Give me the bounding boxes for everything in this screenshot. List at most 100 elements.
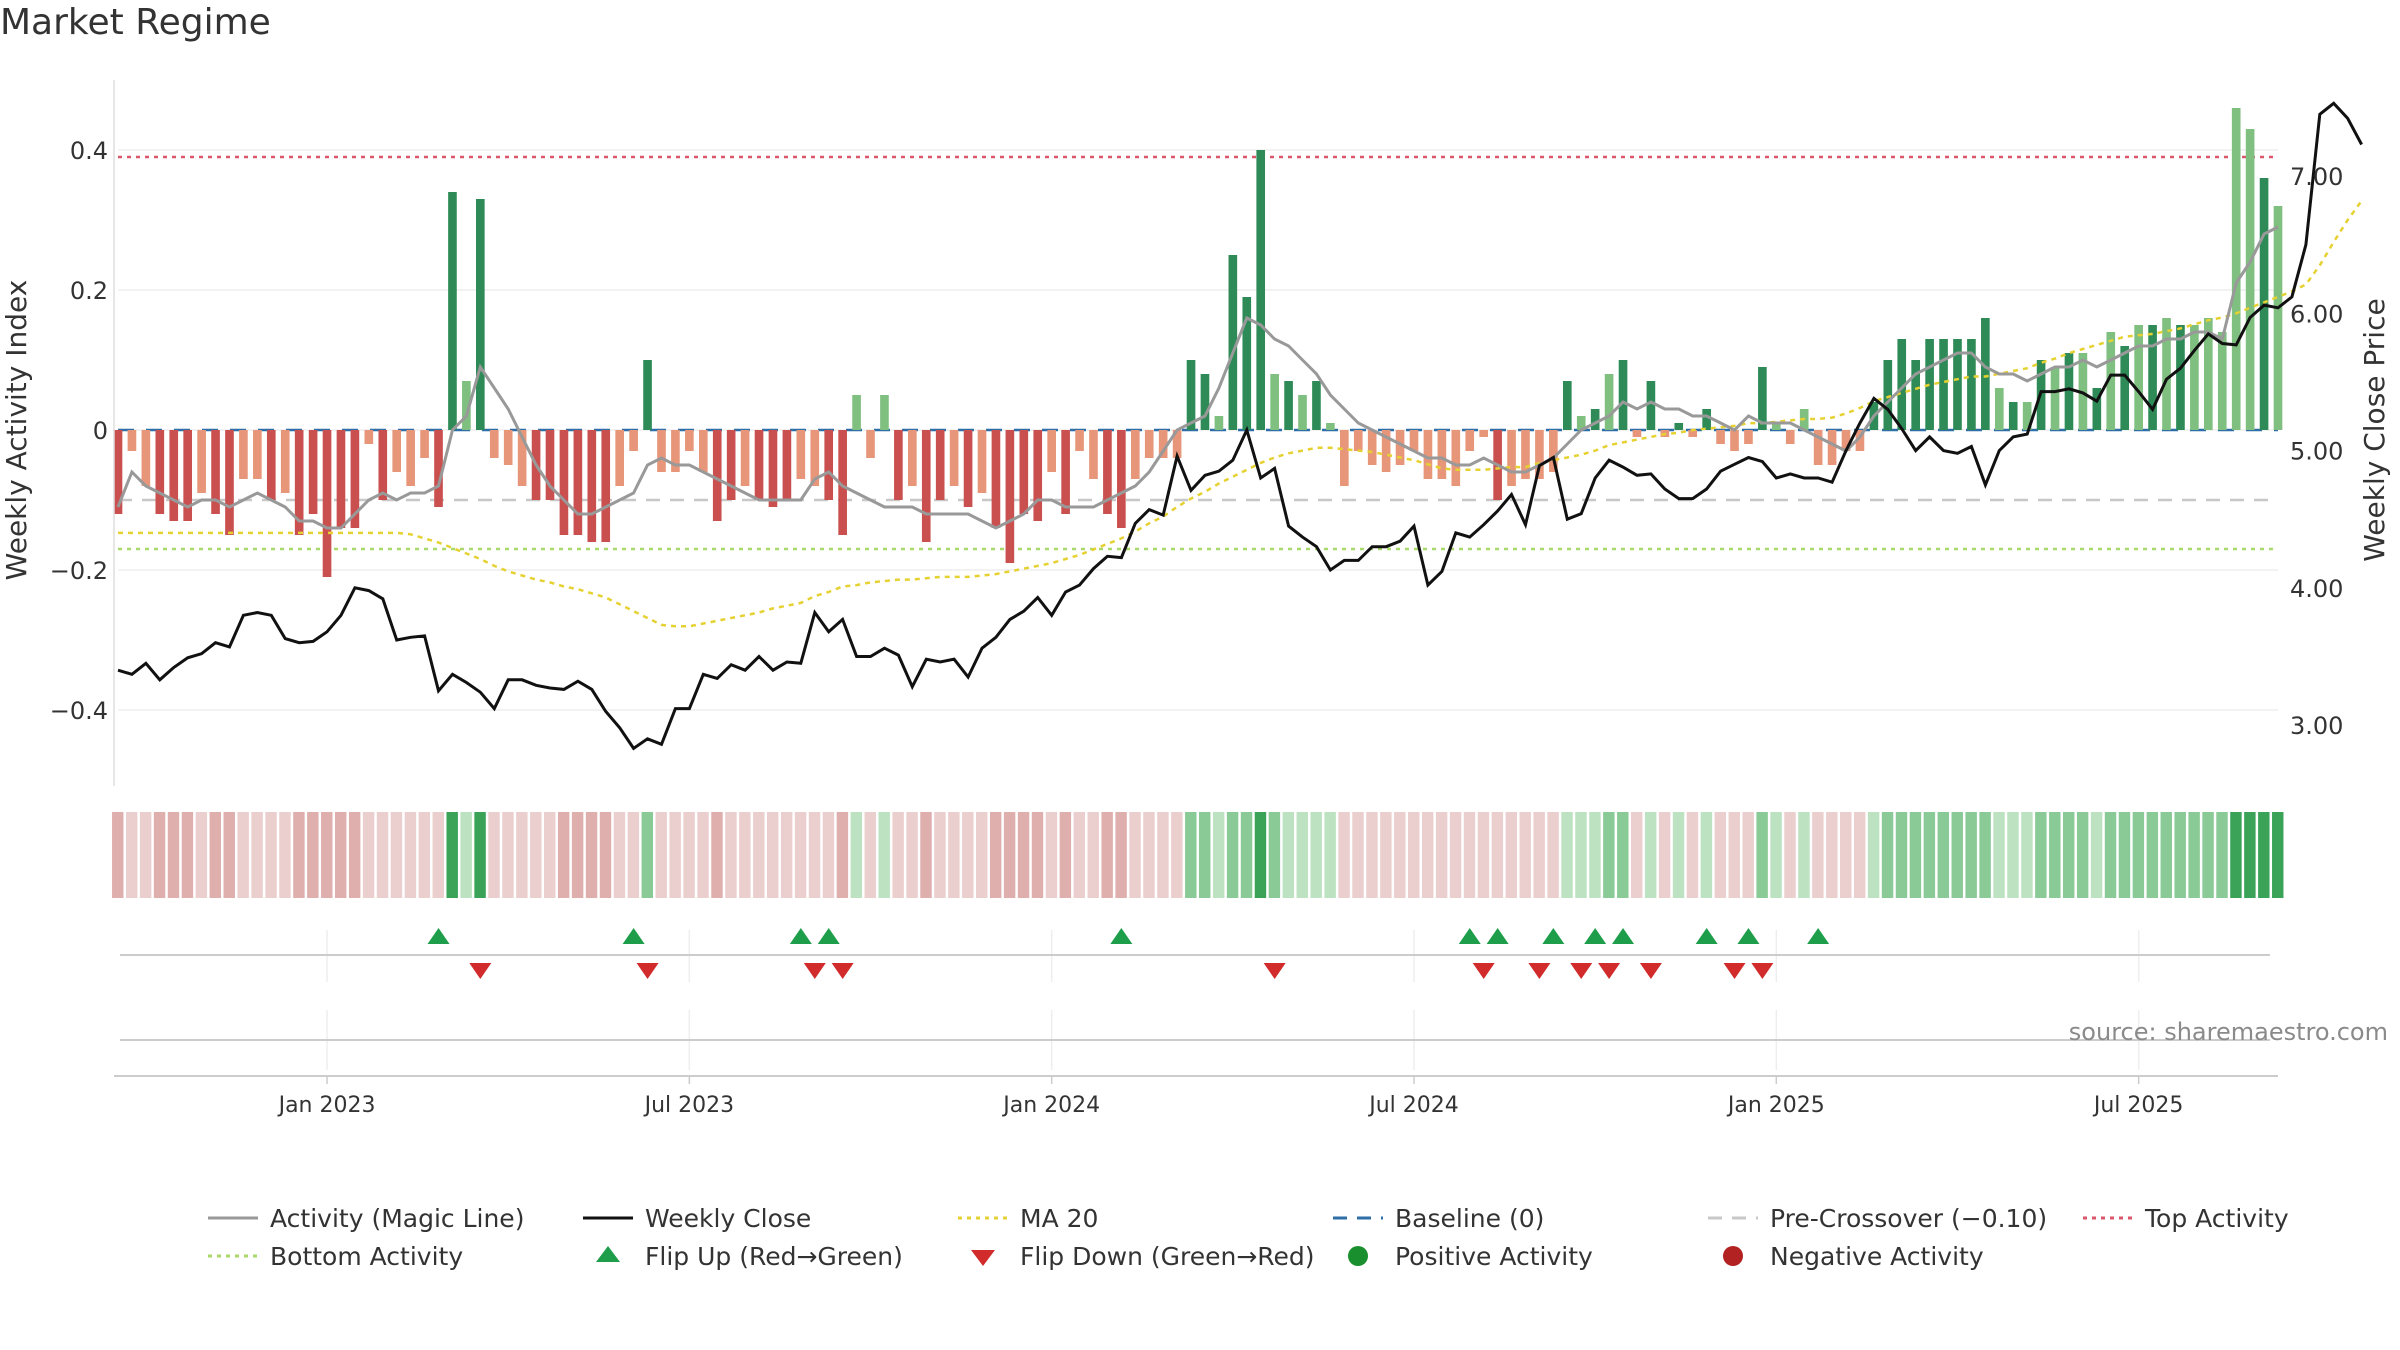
regime-cell bbox=[1296, 812, 1308, 898]
activity-bar bbox=[448, 192, 457, 430]
activity-bar bbox=[1367, 430, 1377, 465]
activity-bar bbox=[1395, 430, 1405, 465]
activity-bar bbox=[1841, 430, 1851, 451]
x-axis: Jan 2023 Jul 2023 Jan 2024 Jul 2024 Jan 2025… bbox=[114, 1010, 2278, 1118]
regime-cell bbox=[585, 812, 598, 898]
regime-cell bbox=[265, 812, 277, 898]
activity-bar bbox=[2008, 402, 2018, 430]
activity-bar bbox=[1744, 430, 1753, 444]
regime-cell bbox=[195, 812, 208, 898]
flip-down-marker bbox=[1528, 963, 1551, 979]
activity-bar bbox=[1423, 430, 1433, 479]
activity-bar bbox=[2134, 325, 2143, 430]
legend-swatch-bottom bbox=[208, 1254, 258, 1258]
flip-down-marker bbox=[1570, 963, 1593, 979]
activity-bar bbox=[503, 430, 513, 465]
regime-cell bbox=[850, 812, 863, 898]
activity-bar bbox=[977, 430, 987, 493]
activity-bar bbox=[1200, 374, 1210, 430]
regime-cell bbox=[2272, 812, 2284, 898]
regime-cell bbox=[167, 812, 180, 898]
regime-cell bbox=[1185, 812, 1197, 898]
activity-bar bbox=[1632, 430, 1642, 437]
activity-bar bbox=[1549, 430, 1558, 472]
flip-up-marker bbox=[1486, 928, 1509, 944]
activity-bar bbox=[211, 430, 220, 514]
regime-cell bbox=[1324, 812, 1336, 898]
activity-bar bbox=[921, 430, 931, 542]
regime-cell bbox=[2132, 812, 2145, 898]
regime-cell bbox=[293, 812, 305, 898]
regime-cell bbox=[1045, 812, 1058, 898]
regime-cell bbox=[2230, 812, 2242, 898]
regime-cell bbox=[112, 812, 124, 898]
activity-bar bbox=[782, 430, 792, 500]
regime-cell bbox=[2076, 812, 2089, 898]
regime-cell bbox=[1073, 812, 1086, 898]
activity-bar bbox=[1158, 430, 1168, 458]
activity-bar bbox=[894, 430, 903, 500]
regime-cell bbox=[1226, 812, 1239, 898]
regime-cell bbox=[1658, 812, 1671, 898]
activity-bar bbox=[266, 430, 276, 500]
activity-bar bbox=[2204, 318, 2213, 430]
activity-bar bbox=[880, 395, 889, 430]
regime-cell bbox=[1756, 812, 1768, 898]
activity-bar bbox=[1019, 430, 1029, 514]
series-lines bbox=[116, 101, 2363, 751]
regime-cell bbox=[1240, 812, 1253, 898]
regime-cell bbox=[1881, 812, 1894, 898]
regime-cell bbox=[892, 812, 904, 898]
regime-cell bbox=[2035, 812, 2047, 898]
legend-item-bottom: Bottom Activity bbox=[200, 1238, 570, 1274]
activity-bar bbox=[1507, 430, 1516, 486]
regime-cell bbox=[1714, 812, 1727, 898]
x-tick-label: Jan 2024 bbox=[1001, 1093, 1100, 1118]
flip-down-marker bbox=[1751, 963, 1774, 979]
activity-bar bbox=[1089, 430, 1098, 479]
flip-up-marker bbox=[1458, 928, 1481, 944]
activity-bar bbox=[1883, 360, 1893, 430]
regime-cell bbox=[711, 812, 723, 898]
activity-bar bbox=[1061, 430, 1070, 514]
regime-cell bbox=[1017, 812, 1030, 898]
y2-axis-label: Weekly Close Price bbox=[2358, 298, 2391, 561]
regime-cell bbox=[989, 812, 1002, 898]
regime-cell bbox=[1547, 812, 1559, 898]
legend-item-ma20: MA 20 bbox=[950, 1200, 1320, 1236]
regime-cell bbox=[1129, 812, 1141, 898]
regime-cell bbox=[1435, 812, 1448, 898]
activity-bar bbox=[1047, 430, 1056, 472]
activity-bar bbox=[1117, 430, 1126, 528]
legend-label: Activity (Magic Line) bbox=[270, 1204, 525, 1233]
regime-cell bbox=[153, 812, 166, 898]
regime-cell bbox=[613, 812, 626, 898]
regime-cell bbox=[962, 812, 974, 898]
activity-bar bbox=[294, 430, 304, 535]
regime-cell bbox=[418, 812, 431, 898]
activity-bar bbox=[1730, 430, 1739, 451]
flip-down-marker bbox=[469, 963, 492, 979]
regime-cell bbox=[2118, 812, 2131, 898]
regime-cell bbox=[1408, 812, 1420, 898]
legend-swatch-magic bbox=[208, 1216, 258, 1220]
activity-bar bbox=[1618, 360, 1628, 430]
regime-cell bbox=[460, 812, 472, 898]
legend-item-top: Top Activity bbox=[2075, 1200, 2400, 1236]
activity-bar bbox=[1758, 367, 1767, 430]
legend-item-pos: Positive Activity bbox=[1325, 1238, 1695, 1274]
y2-tick-label: 4.00 bbox=[2290, 575, 2343, 603]
activity-bar bbox=[991, 430, 1001, 528]
legend-label: Weekly Close bbox=[645, 1204, 812, 1233]
regime-cell bbox=[1352, 812, 1364, 898]
activity-bar bbox=[280, 430, 290, 493]
regime-cell bbox=[1631, 812, 1643, 898]
activity-bar bbox=[1284, 381, 1293, 430]
regime-cell bbox=[1087, 812, 1099, 898]
regime-cell bbox=[2174, 812, 2186, 898]
regime-cell bbox=[335, 812, 347, 898]
legend-swatch-pos bbox=[1348, 1246, 1368, 1266]
regime-cell bbox=[1031, 812, 1044, 898]
regime-cell bbox=[725, 812, 737, 898]
regime-cell bbox=[1867, 812, 1880, 898]
